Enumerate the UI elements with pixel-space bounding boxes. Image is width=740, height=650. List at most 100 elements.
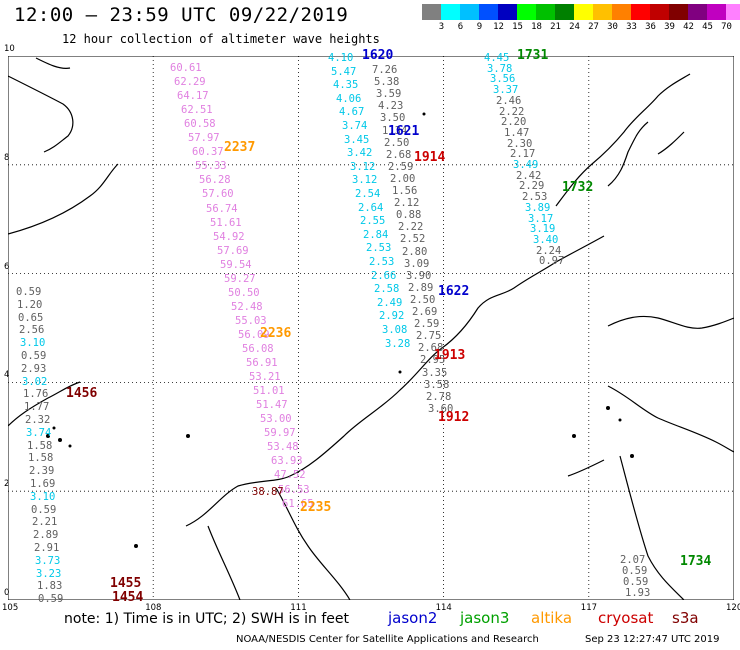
wave-height-value: 56.28 <box>199 174 231 186</box>
wave-height-value: 3.35 <box>422 367 448 379</box>
color-scale-swatch <box>574 4 593 20</box>
wave-height-value: 1.58 <box>27 440 53 452</box>
wave-height-value: 2.07 <box>620 554 646 566</box>
wave-height-value: 2.58 <box>374 283 400 295</box>
wave-height-value: 0.59 <box>623 576 649 588</box>
credit-line: NOAA/NESDIS Center for Satellite Applica… <box>236 634 539 645</box>
legend-entry: cryosat <box>598 609 654 627</box>
color-scale-label: 30 <box>607 22 618 32</box>
wave-height-value: 50.50 <box>228 287 260 299</box>
pass-time-label: 1621 <box>388 124 420 139</box>
wave-height-value: 1.76 <box>23 388 49 400</box>
longitude-tick-label: 120 <box>726 603 740 613</box>
legend-entry: altika <box>531 609 573 627</box>
wave-height-value: 0.88 <box>396 209 422 221</box>
wave-height-value: 0.59 <box>21 350 47 362</box>
map-frame <box>8 56 734 600</box>
color-scale-label: 12 <box>493 22 504 32</box>
wave-height-value: 2.69 <box>412 306 438 318</box>
pass-time-label: 1622 <box>438 284 470 299</box>
wave-height-value: 3.37 <box>493 84 519 96</box>
latitude-tick-label: 8 <box>4 152 10 163</box>
color-scale-label: 27 <box>588 22 599 32</box>
wave-height-value: 56.08 <box>242 343 274 355</box>
color-scale-swatch <box>460 4 479 20</box>
wave-height-value: 60.61 <box>170 62 202 74</box>
color-scale-swatch <box>593 4 612 20</box>
wave-height-value: 54.92 <box>213 231 245 243</box>
wave-height-value: 51.47 <box>256 399 288 411</box>
wave-height-value: 2.68 <box>418 342 444 354</box>
color-scale-swatch <box>726 4 740 20</box>
wave-height-value: 2.32 <box>25 414 51 426</box>
wave-height-value: 2.55 <box>360 215 386 227</box>
wave-height-value: 47.52 <box>274 469 306 481</box>
wave-height-value: 3.56 <box>490 73 516 85</box>
map-subtitle: 12 hour collection of altimeter wave hei… <box>62 32 380 46</box>
wave-height-value: 3.08 <box>382 324 408 336</box>
wave-height-value: 64.17 <box>177 90 209 102</box>
longitude-tick-label: 117 <box>580 603 598 613</box>
color-scale-swatch <box>612 4 631 20</box>
wave-height-value: 57.97 <box>188 132 220 144</box>
wave-height-value: 3.58 <box>424 379 450 391</box>
color-scale-swatch <box>555 4 574 20</box>
wave-height-value: 0.59 <box>622 565 648 577</box>
color-scale-label: 42 <box>683 22 694 32</box>
wave-height-value: 2.46 <box>496 95 522 107</box>
pass-time-label: 1620 <box>362 48 394 63</box>
wave-height-value: 2.39 <box>29 465 55 477</box>
wave-height-value: 0.97 <box>539 255 565 267</box>
wave-height-value: 7.26 <box>372 64 398 76</box>
wave-height-value: 61.65 <box>282 498 314 510</box>
wave-height-value: 56.91 <box>246 357 278 369</box>
wave-height-value: 3.78 <box>487 63 513 75</box>
color-scale-swatch <box>479 4 498 20</box>
wave-height-value: 4.23 <box>378 100 404 112</box>
color-scale-label: 70 <box>721 22 732 32</box>
legend-entry: s3a <box>672 609 699 627</box>
latitude-tick-label: 10 <box>4 44 15 54</box>
latitude-tick-label: 2 <box>4 479 10 490</box>
wave-height-value: 1.69 <box>30 478 56 490</box>
color-scale-label: 33 <box>626 22 637 32</box>
wave-height-value: 4.67 <box>339 106 365 118</box>
wave-height-value: 2.59 <box>388 161 414 173</box>
color-scale-swatch <box>688 4 707 20</box>
wave-height-value: 3.50 <box>380 112 406 124</box>
latitude-tick-label: 0 <box>4 588 10 598</box>
wave-height-value: 2.95 <box>420 354 446 366</box>
wave-height-value: 2.50 <box>384 137 410 149</box>
wave-height-value: 3.12 <box>352 174 378 186</box>
wave-height-value: 2.68 <box>386 149 412 161</box>
wave-height-value: 0.59 <box>31 504 57 516</box>
color-scale-swatch <box>650 4 669 20</box>
wave-height-value: 3.74 <box>26 427 52 439</box>
pass-time-label: 2237 <box>224 140 256 155</box>
legend-entry: jason3 <box>460 609 510 627</box>
color-scale-label: 21 <box>550 22 561 32</box>
wave-height-value: 2.22 <box>398 221 424 233</box>
coastlines <box>8 57 734 600</box>
wave-height-value: 1.34 <box>382 125 408 137</box>
color-scale-label: 45 <box>702 22 713 32</box>
pass-time-label: 2235 <box>300 500 332 515</box>
pass-time-label: 1914 <box>414 150 446 165</box>
malay-peninsula-coast <box>8 57 119 235</box>
wave-height-value: 2.49 <box>377 297 403 309</box>
wave-height-value: 3.40 <box>533 234 559 246</box>
wave-height-value: 2.89 <box>33 529 59 541</box>
wave-height-value: 5.38 <box>374 76 400 88</box>
wave-height-value: 2.89 <box>408 282 434 294</box>
wave-height-value: 2.59 <box>414 318 440 330</box>
wave-height-value: 3.19 <box>530 223 556 235</box>
wave-height-value: 3.12 <box>350 161 376 173</box>
wave-height-value: 4.45 <box>484 52 510 64</box>
pass-time-label: 1732 <box>562 180 594 195</box>
longitude-tick-label: 108 <box>145 603 162 613</box>
wave-height-value: 51.01 <box>253 385 285 397</box>
color-scale-swatch <box>707 4 726 20</box>
wave-height-value: 62.29 <box>174 76 206 88</box>
wave-height-value: 2.54 <box>355 188 381 200</box>
color-scale-label: 3 <box>438 22 445 32</box>
